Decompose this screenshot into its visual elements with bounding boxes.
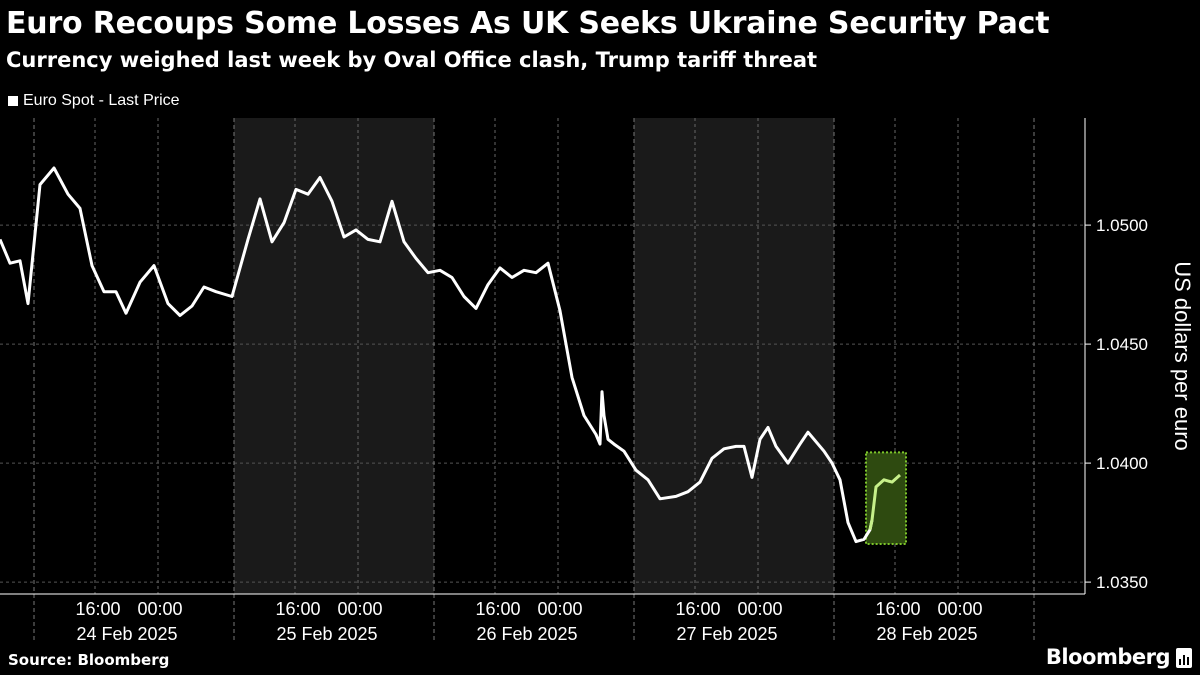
legend-swatch <box>8 96 18 106</box>
legend-label: Euro Spot - Last Price <box>23 92 180 109</box>
x-day-label: 25 Feb 2025 <box>276 624 377 644</box>
x-tick-label: 16:00 <box>675 599 720 619</box>
x-tick-label: 00:00 <box>937 599 982 619</box>
y-tick-label: 1.0350 <box>1096 573 1148 592</box>
x-tick-label: 00:00 <box>137 599 182 619</box>
x-tick-label: 16:00 <box>875 599 920 619</box>
x-day-label: 27 Feb 2025 <box>676 624 777 644</box>
x-tick-label: 16:00 <box>275 599 320 619</box>
y-tick-label: 1.0500 <box>1096 216 1148 235</box>
y-tick-label: 1.0400 <box>1096 454 1148 473</box>
chart-title: Euro Recoups Some Losses As UK Seeks Ukr… <box>6 6 1050 41</box>
x-day-label: 26 Feb 2025 <box>476 624 577 644</box>
highlight-box <box>865 451 907 546</box>
x-day-label: 28 Feb 2025 <box>876 624 977 644</box>
x-tick-label: 16:00 <box>475 599 520 619</box>
chart-subtitle: Currency weighed last week by Oval Offic… <box>6 48 818 72</box>
x-tick-label: 16:00 <box>75 599 120 619</box>
day-shade <box>234 118 434 594</box>
x-tick-label: 00:00 <box>537 599 582 619</box>
x-tick-label: 00:00 <box>337 599 382 619</box>
source-note: Source: Bloomberg <box>8 651 170 669</box>
day-shade <box>634 118 834 594</box>
y-tick-label: 1.0450 <box>1096 335 1148 354</box>
price-series-highlight-line <box>868 473 901 531</box>
x-day-label: 24 Feb 2025 <box>76 624 177 644</box>
legend: Euro Spot - Last Price <box>8 92 180 110</box>
x-tick-label: 00:00 <box>737 599 782 619</box>
bloomberg-chart-icon <box>1176 648 1192 668</box>
price-series-line <box>0 166 874 544</box>
y-axis-title: US dollars per euro <box>1170 261 1195 451</box>
bloomberg-logo: Bloomberg <box>1045 645 1171 669</box>
